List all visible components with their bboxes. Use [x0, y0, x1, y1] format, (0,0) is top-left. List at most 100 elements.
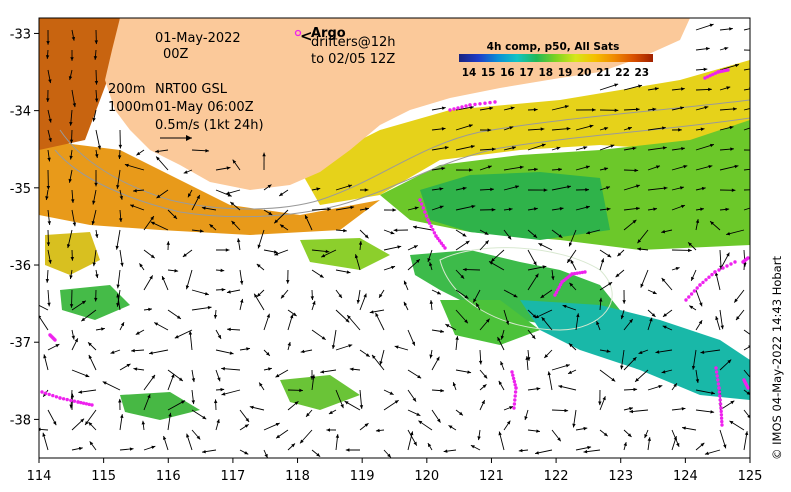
current-arrow	[359, 207, 369, 211]
current-arrow	[118, 398, 122, 411]
current-arrow	[455, 309, 469, 324]
current-arrow	[599, 186, 611, 191]
drifter-dot	[79, 400, 83, 405]
current-arrow	[566, 249, 577, 264]
current-arrow	[445, 323, 457, 331]
current-arrow	[695, 389, 715, 395]
current-arrow	[719, 429, 727, 449]
colorbar-tick-label: 17	[519, 67, 534, 79]
current-arrow	[239, 347, 251, 351]
current-arrow	[524, 409, 529, 421]
current-vectors	[39, 23, 750, 458]
current-arrow	[443, 449, 457, 453]
current-arrow	[262, 152, 266, 171]
current-arrow	[68, 69, 73, 81]
current-arrow	[46, 169, 51, 190]
drifter-dot	[419, 202, 424, 206]
current-arrow	[42, 432, 49, 451]
current-arrow	[671, 382, 678, 391]
current-arrow	[429, 349, 433, 359]
current-arrow	[623, 107, 640, 112]
current-arrow	[215, 166, 231, 171]
drifter-dot	[733, 260, 737, 264]
current-arrow	[43, 354, 49, 371]
current-arrow	[671, 248, 692, 253]
current-arrow	[503, 126, 514, 131]
x-tick-label: 117	[220, 469, 245, 484]
drifter-dot	[718, 394, 722, 398]
current-arrow	[498, 380, 505, 391]
current-arrow	[183, 169, 193, 174]
colorbar-tick-label: 23	[634, 67, 649, 79]
current-arrow	[191, 148, 210, 153]
current-arrow	[662, 309, 673, 318]
drifters-to-label: to 02/05 12Z	[311, 52, 395, 67]
current-arrow	[743, 149, 750, 151]
current-arrow	[153, 322, 169, 331]
current-arrow	[498, 431, 505, 451]
current-arrow	[695, 186, 706, 191]
drifter-dot	[557, 285, 561, 289]
current-arrow	[359, 293, 367, 311]
colorbar-title: 4h comp, p50, All Sats	[487, 41, 620, 53]
current-arrow	[540, 289, 553, 299]
current-arrow	[455, 168, 473, 172]
current-arrow	[47, 289, 51, 307]
drifter-dot	[514, 386, 518, 390]
current-arrow	[479, 229, 489, 236]
current-arrow	[136, 149, 145, 156]
current-arrow	[91, 209, 97, 226]
current-arrow	[407, 369, 422, 379]
current-arrow	[503, 106, 515, 111]
current-arrow	[637, 247, 649, 251]
drifter-dot	[65, 397, 69, 402]
current-arrow	[358, 240, 363, 251]
drifter-dot	[553, 293, 557, 297]
drifter-tracks	[40, 68, 750, 427]
current-arrow	[45, 49, 50, 59]
current-arrow	[478, 349, 483, 365]
drifter-dot	[729, 262, 733, 266]
current-arrow	[191, 409, 207, 420]
current-arrow	[78, 389, 97, 394]
current-arrow	[174, 329, 193, 339]
current-arrow	[527, 127, 545, 131]
current-arrow	[719, 359, 732, 371]
current-arrow	[88, 354, 97, 371]
current-arrow	[527, 143, 546, 151]
current-arrow	[143, 445, 156, 451]
current-arrow	[599, 207, 611, 211]
drifter-dot	[432, 231, 437, 235]
y-tick-label: -34	[10, 105, 31, 120]
current-arrow	[167, 309, 182, 320]
current-arrow	[599, 108, 619, 113]
current-arrow	[527, 265, 547, 271]
current-arrow	[503, 207, 513, 212]
current-arrow	[623, 84, 643, 91]
current-arrow	[475, 302, 481, 311]
current-arrow	[527, 207, 538, 211]
current-arrow	[575, 108, 596, 112]
current-arrow	[225, 189, 241, 195]
drifter-dot	[705, 75, 710, 79]
current-arrow	[215, 248, 230, 252]
drifter-dot	[721, 266, 725, 270]
current-arrow	[551, 429, 562, 442]
current-arrow	[407, 329, 416, 346]
current-arrow	[239, 449, 249, 455]
current-arrow	[311, 449, 321, 457]
current-arrow	[119, 189, 124, 200]
current-arrow	[743, 168, 750, 171]
current-arrow	[274, 249, 289, 256]
drifter-dot	[434, 234, 438, 238]
current-arrow	[541, 316, 553, 331]
current-arrow	[500, 361, 505, 371]
current-arrow	[300, 349, 313, 354]
current-arrow	[311, 207, 332, 211]
current-arrow	[558, 384, 577, 391]
current-arrow	[213, 309, 218, 319]
current-arrow	[239, 269, 244, 285]
drifter-dot	[488, 100, 492, 105]
current-arrow	[71, 418, 85, 431]
drifter-dot	[556, 288, 560, 292]
